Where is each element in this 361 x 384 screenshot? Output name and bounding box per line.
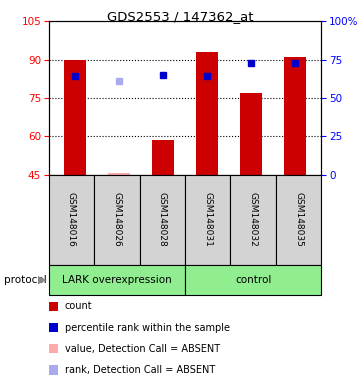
Text: GSM148026: GSM148026 [112, 192, 121, 247]
Text: GSM148016: GSM148016 [67, 192, 76, 247]
Bar [196, 52, 218, 175]
Bar [240, 93, 262, 175]
Text: GSM148028: GSM148028 [158, 192, 167, 247]
Text: GSM148031: GSM148031 [203, 192, 212, 247]
Text: protocol: protocol [4, 275, 46, 285]
Bar [284, 57, 306, 175]
Text: control: control [235, 275, 271, 285]
Text: count: count [65, 301, 93, 311]
Text: percentile rank within the sample: percentile rank within the sample [65, 323, 230, 333]
Text: GSM148032: GSM148032 [249, 192, 258, 247]
Bar [152, 140, 174, 175]
Bar [108, 174, 130, 175]
Text: LARK overexpression: LARK overexpression [62, 275, 172, 285]
Text: rank, Detection Call = ABSENT: rank, Detection Call = ABSENT [65, 365, 215, 375]
Bar [64, 60, 86, 175]
Text: value, Detection Call = ABSENT: value, Detection Call = ABSENT [65, 344, 220, 354]
Text: GDS2553 / 147362_at: GDS2553 / 147362_at [107, 10, 254, 23]
Text: GSM148035: GSM148035 [294, 192, 303, 247]
Text: ▶: ▶ [38, 275, 47, 285]
